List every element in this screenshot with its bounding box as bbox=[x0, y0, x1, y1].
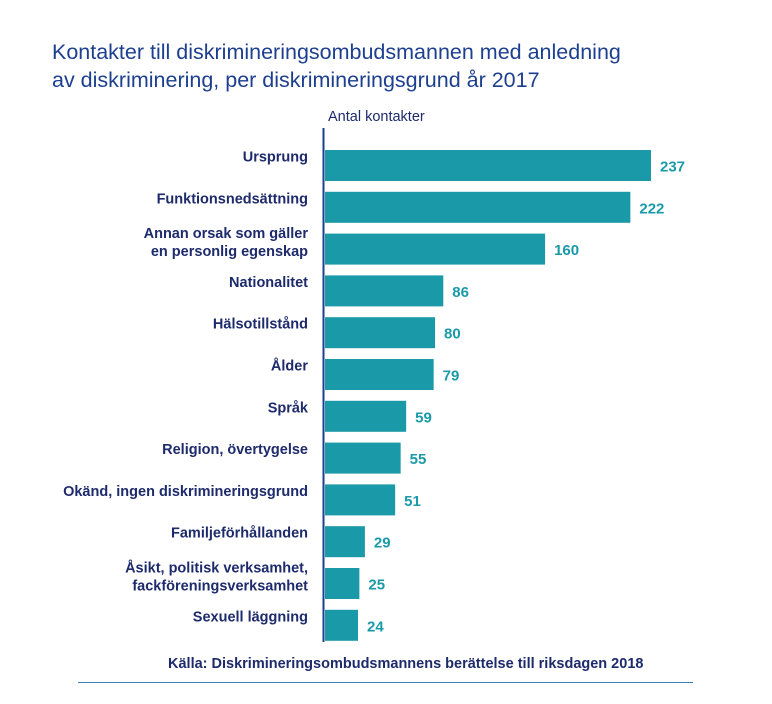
bar-1 bbox=[325, 191, 631, 223]
category-labels-group: Ursprung Funktionsnedsättning Annan orsak … bbox=[63, 150, 309, 626]
bar-7 bbox=[325, 442, 401, 474]
chart-title-line-1: Kontakter till diskrimineringsombudsmann… bbox=[52, 40, 621, 64]
category-label-7: Religion, övertygelse bbox=[162, 442, 308, 458]
category-label-2-line-1: en personlig egenskap bbox=[151, 244, 308, 260]
category-label-11: Sexuell läggning bbox=[193, 609, 308, 625]
category-label-9: Familjeförhållanden bbox=[171, 526, 308, 542]
category-label-8: Okänd, ingen diskrimineringsgrund bbox=[63, 484, 308, 500]
category-label-10-line-0: Åsikt, politisk verksamhet, bbox=[125, 560, 308, 577]
value-label-3: 86 bbox=[452, 284, 469, 301]
value-label-0: 237 bbox=[660, 159, 685, 176]
value-label-5: 79 bbox=[443, 368, 460, 385]
value-labels-group: 237 222 160 86 80 79 59 55 51 29 25 24 bbox=[367, 159, 685, 636]
category-label-1: Funktionsnedsättning bbox=[157, 191, 308, 207]
bars-group bbox=[325, 150, 651, 641]
category-label-4: Hälsotillstånd bbox=[213, 317, 308, 333]
chart-title-line-2: av diskriminering, per diskrimineringsgr… bbox=[52, 68, 540, 92]
category-label-5: Ålder bbox=[271, 358, 308, 375]
category-label-0: Ursprung bbox=[243, 150, 308, 166]
bar-3 bbox=[325, 275, 444, 307]
value-label-10: 25 bbox=[368, 577, 385, 594]
axis-label: Antal kontakter bbox=[328, 109, 425, 125]
value-label-8: 51 bbox=[404, 493, 421, 510]
chart-title: Kontakter till diskrimineringsombudsmann… bbox=[52, 38, 732, 94]
bar-0 bbox=[325, 150, 651, 181]
bar-4 bbox=[325, 317, 436, 349]
source-note: Källa: Diskrimineringsombudsmannens berä… bbox=[168, 656, 644, 672]
bottom-rule bbox=[78, 682, 693, 683]
bar-10 bbox=[325, 568, 360, 599]
category-label-2-line-0: Annan orsak som gäller bbox=[144, 226, 309, 242]
bar-8 bbox=[325, 484, 396, 516]
value-label-6: 59 bbox=[415, 409, 432, 426]
bar-11 bbox=[325, 609, 359, 641]
category-label-10-line-1: fackföreningsverksamhet bbox=[132, 579, 308, 595]
value-label-1: 222 bbox=[639, 200, 664, 217]
value-label-4: 80 bbox=[444, 326, 461, 343]
value-label-7: 55 bbox=[410, 451, 427, 468]
category-label-3: Nationalitet bbox=[229, 275, 308, 291]
value-label-9: 29 bbox=[374, 535, 391, 552]
bar-2 bbox=[325, 233, 546, 265]
bar-5 bbox=[325, 359, 434, 390]
bar-9 bbox=[325, 526, 365, 558]
value-label-11: 24 bbox=[367, 618, 384, 635]
value-label-2: 160 bbox=[554, 242, 579, 259]
category-label-6: Språk bbox=[268, 400, 309, 416]
bar-6 bbox=[325, 400, 407, 432]
